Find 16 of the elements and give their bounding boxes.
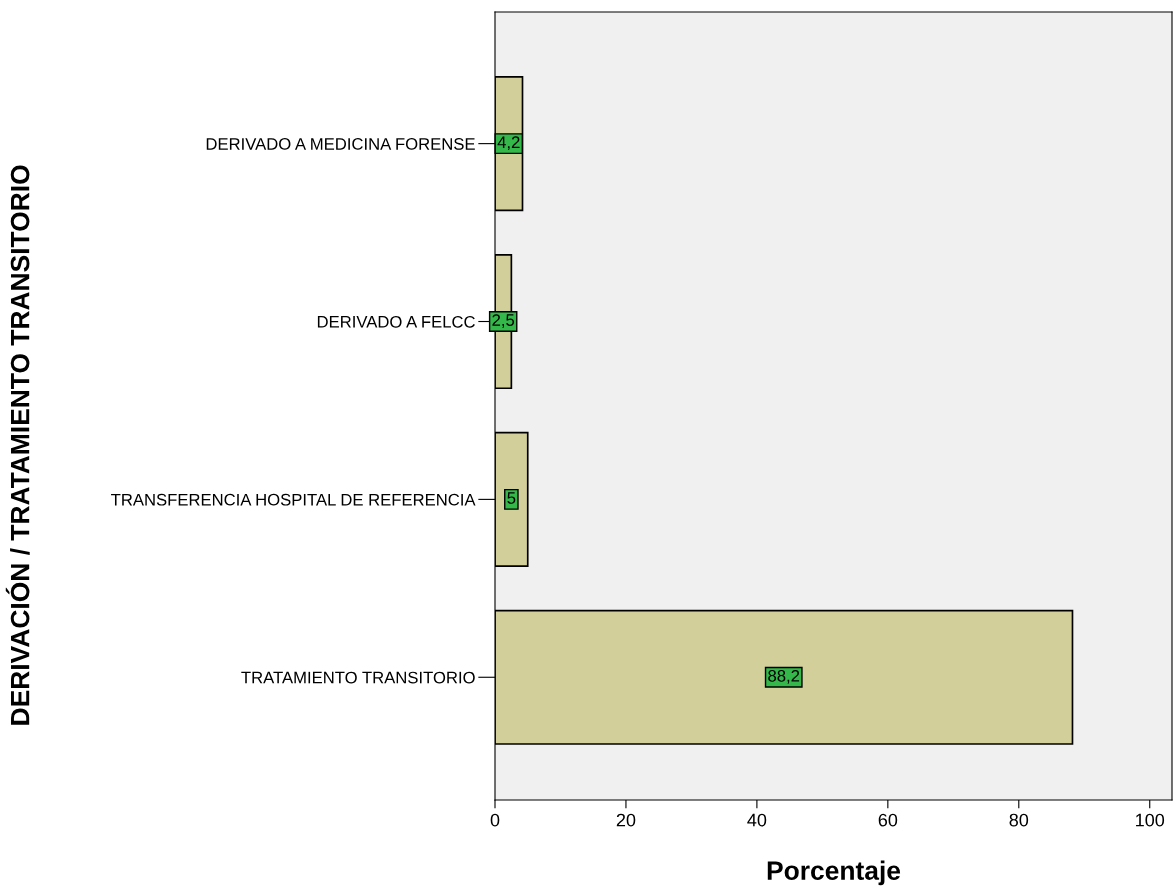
x-tick-label: 0 <box>490 813 500 827</box>
x-tick-label: 40 <box>747 813 767 827</box>
y-axis-title: DERIVACIÓN / TRATAMIENTO TRANSITORIO <box>5 165 30 725</box>
data-label: 2,5 <box>492 314 515 328</box>
data-label: 5 <box>507 492 516 504</box>
x-tick-label: 60 <box>878 813 898 827</box>
x-tick-label: 100 <box>1136 813 1165 827</box>
x-tick-label: 20 <box>616 813 636 827</box>
x-axis-title: Porcentaje <box>767 860 901 886</box>
y-tick-label: DERIVADO A FELCC <box>317 315 475 328</box>
data-label: 4,2 <box>497 136 520 151</box>
y-tick-label: TRANSFERENCIA HOSPITAL DE REFERENCIA <box>111 493 476 506</box>
x-tick-label: 80 <box>1009 813 1029 827</box>
data-label: 88,2 <box>768 669 800 684</box>
y-tick-label: DERIVADO A MEDICINA FORENSE <box>206 138 475 150</box>
y-tick-label: TRATAMIENTO TRANSITORIO <box>241 671 475 684</box>
